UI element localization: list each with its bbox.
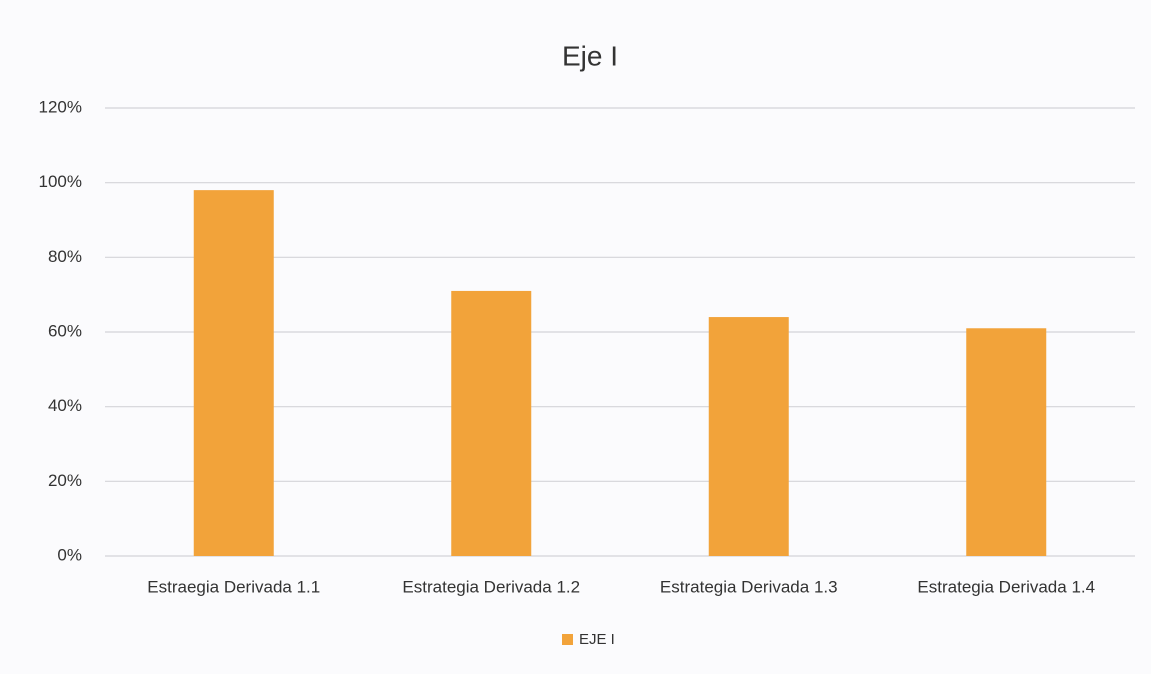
- legend-label: EJE I: [579, 631, 615, 648]
- y-tick-label: 120%: [39, 97, 82, 116]
- x-tick-label: Estrategia Derivada 1.4: [917, 577, 1095, 596]
- x-tick-label: Estrategia Derivada 1.2: [402, 577, 580, 596]
- x-tick-label: Estrategia Derivada 1.3: [660, 577, 838, 596]
- x-tick-label: Estraegia Derivada 1.1: [147, 577, 320, 596]
- bar: [193, 190, 274, 556]
- chart-title: Eje I: [562, 40, 618, 71]
- y-tick-label: 0%: [57, 545, 82, 564]
- y-tick-label: 80%: [48, 247, 82, 266]
- y-tick-label: 40%: [48, 396, 82, 415]
- legend-swatch: [562, 634, 573, 645]
- y-tick-label: 60%: [48, 321, 82, 340]
- bar: [708, 317, 789, 556]
- y-tick-label: 20%: [48, 471, 82, 490]
- bar: [966, 328, 1047, 556]
- y-tick-label: 100%: [39, 172, 82, 191]
- bar: [451, 290, 532, 556]
